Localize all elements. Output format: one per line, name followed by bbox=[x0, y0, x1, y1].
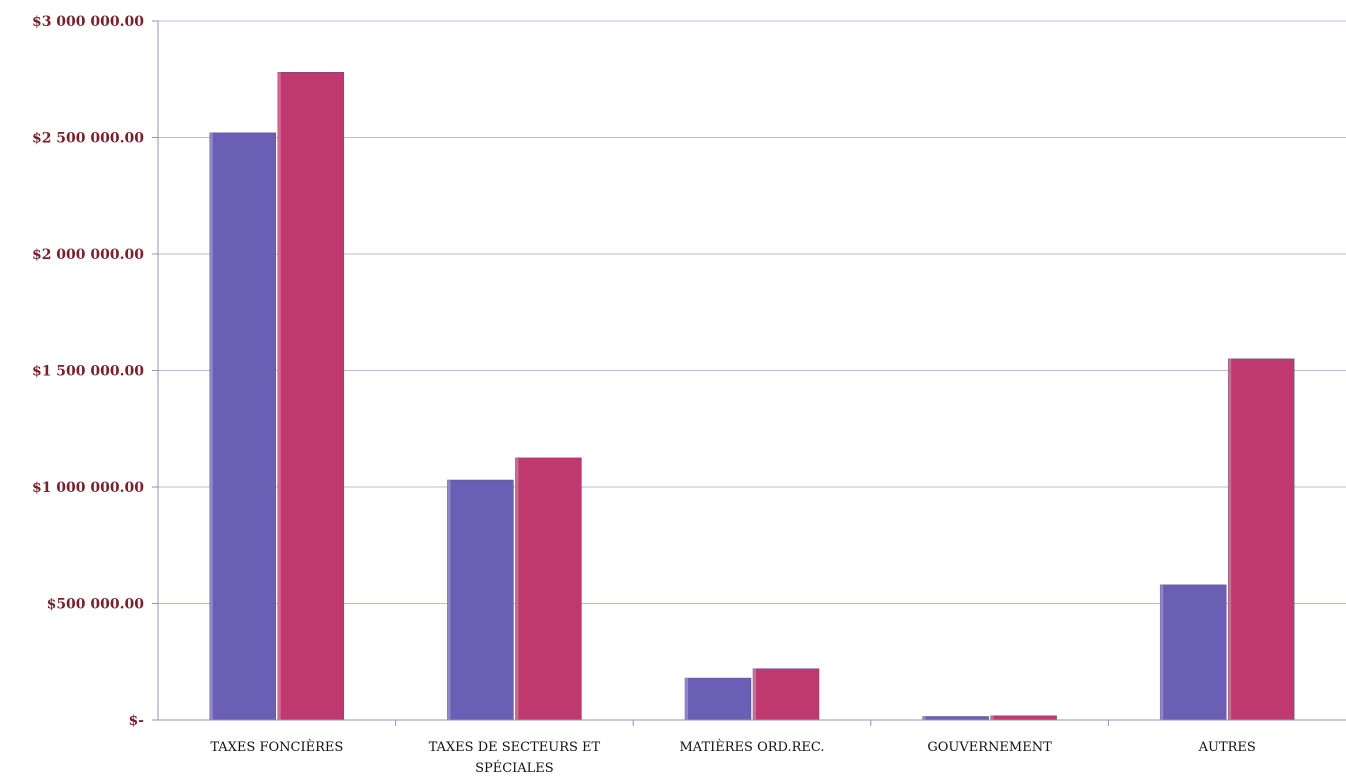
bar bbox=[447, 479, 514, 721]
y-tick-label: $500 000.00 bbox=[47, 597, 145, 613]
bars bbox=[209, 72, 1295, 721]
category-label: GOUVERNEMENT bbox=[927, 740, 1052, 755]
gridlines bbox=[158, 20, 1346, 604]
category-label: MATIÈRES ORD.REC. bbox=[679, 739, 824, 755]
bar-highlight bbox=[990, 715, 994, 720]
y-tick-label: $2 500 000.00 bbox=[32, 131, 144, 147]
category-label: AUTRES bbox=[1198, 740, 1256, 755]
bar-highlight bbox=[1160, 584, 1164, 720]
y-tick-label: $1 500 000.00 bbox=[32, 364, 144, 380]
bar bbox=[684, 677, 752, 721]
bar-highlight bbox=[922, 716, 926, 720]
y-tick-label: $3 000 000.00 bbox=[32, 14, 144, 30]
bar bbox=[209, 132, 277, 721]
y-tick-label: $- bbox=[128, 713, 144, 729]
bar-highlight bbox=[753, 668, 756, 720]
category-label: TAXES FONCIÈRES bbox=[210, 739, 343, 755]
bar bbox=[277, 72, 345, 721]
bar bbox=[1159, 584, 1227, 721]
bar bbox=[515, 457, 582, 721]
category-labels: TAXES FONCIÈRES TAXES DE SECTEURS ET SPÉCI… bbox=[210, 739, 1255, 776]
bar-highlight bbox=[447, 480, 451, 720]
bar-highlight bbox=[515, 457, 519, 720]
y-tick-label: $1 000 000.00 bbox=[32, 480, 144, 496]
category-label: SPÉCIALES bbox=[475, 760, 554, 776]
category-label: TAXES DE SECTEURS ET bbox=[429, 740, 601, 755]
bar-highlight bbox=[1228, 358, 1232, 720]
y-tick-labels: $- $500 000.00 $1 000 000.00 $1 500 000.00 $… bbox=[32, 14, 144, 729]
bar bbox=[990, 715, 1057, 721]
axes bbox=[152, 20, 1346, 726]
bar-highlight bbox=[209, 132, 213, 721]
bar bbox=[752, 668, 820, 721]
bar bbox=[1227, 358, 1295, 721]
y-tick-label: $2 000 000.00 bbox=[32, 247, 144, 263]
bar-highlight bbox=[277, 72, 281, 720]
bar-highlight bbox=[685, 678, 688, 720]
bar bbox=[922, 716, 989, 721]
